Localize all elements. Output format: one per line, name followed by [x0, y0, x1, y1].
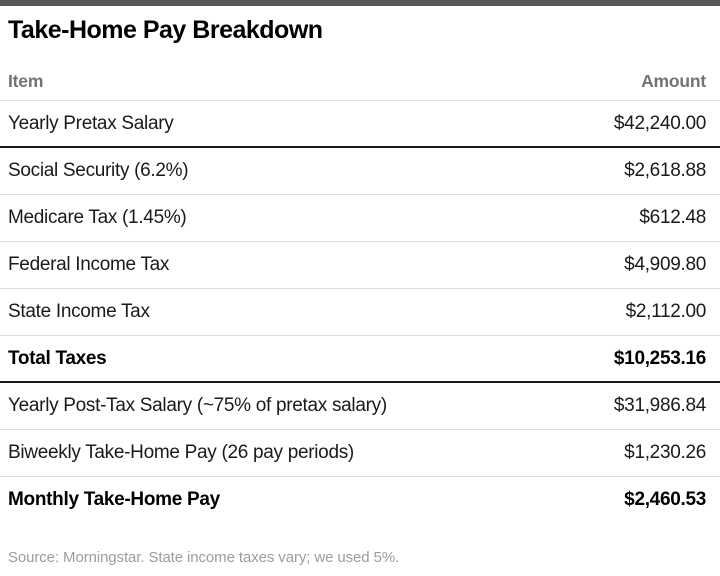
row-item-label: Biweekly Take-Home Pay (26 pay periods): [8, 442, 354, 463]
row-item-label: Monthly Take-Home Pay: [8, 489, 220, 510]
row-amount-value: $2,112.00: [625, 301, 707, 322]
row-amount-value: $42,240.00: [613, 112, 706, 134]
row-item-label: Yearly Post-Tax Salary (~75% of pretax s…: [8, 395, 387, 416]
row-amount-value: $10,253.16: [613, 347, 706, 369]
table-row-yearly-post-tax-salary: Yearly Post-Tax Salary (~75% of pretax s…: [0, 383, 720, 430]
row-amount-value: $2,618.88: [624, 160, 706, 181]
row-item-label: Medicare Tax (1.45%): [8, 207, 187, 228]
table-row-monthly-take-home-pay: Monthly Take-Home Pay $2,460.53: [0, 477, 720, 523]
row-item-label: Total Taxes: [8, 347, 107, 369]
row-item-label: Social Security (6.2%): [8, 160, 189, 181]
row-item-label: Federal Income Tax: [8, 254, 170, 275]
table-row-social-security: Social Security (6.2%) $2,618.88: [0, 148, 720, 195]
table-header-row: Item Amount: [0, 45, 720, 101]
table-row-biweekly-take-home-pay: Biweekly Take-Home Pay (26 pay periods) …: [0, 430, 720, 477]
row-amount-value: $31,986.84: [613, 395, 706, 416]
row-amount-value: $4,909.80: [624, 254, 706, 275]
row-item-label: State Income Tax: [8, 301, 150, 322]
table-row-federal-income-tax: Federal Income Tax $4,909.80: [0, 242, 720, 289]
column-header-item: Item: [8, 71, 44, 91]
row-amount-value: $1,230.26: [624, 442, 706, 463]
table-row-total-taxes: Total Taxes $10,253.16: [0, 336, 720, 383]
row-amount-value: $2,460.53: [624, 489, 706, 510]
table-row-state-income-tax: State Income Tax $2,112.00: [0, 289, 720, 336]
source-note: Source: Morningstar. State income taxes …: [8, 549, 400, 566]
page-title: Take-Home Pay Breakdown: [8, 16, 323, 44]
column-header-amount: Amount: [641, 71, 706, 91]
row-amount-value: $612.48: [639, 207, 706, 228]
row-item-label: Yearly Pretax Salary: [8, 112, 174, 134]
table-row-medicare-tax: Medicare Tax (1.45%) $612.48: [0, 195, 720, 242]
top-accent-bar: [0, 0, 720, 6]
table-body: Yearly Pretax Salary $42,240.00 Social S…: [0, 101, 720, 523]
table-row-yearly-pretax-salary: Yearly Pretax Salary $42,240.00: [0, 101, 720, 148]
